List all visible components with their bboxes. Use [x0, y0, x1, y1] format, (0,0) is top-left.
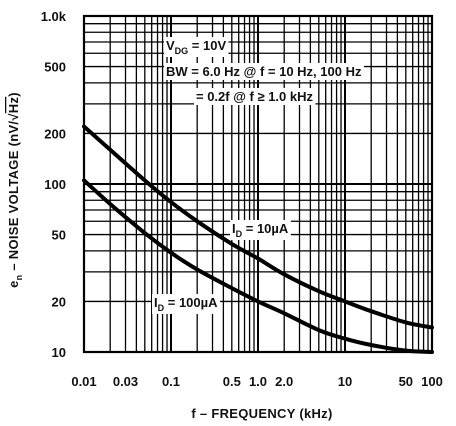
series-line-1	[82, 124, 434, 330]
y-axis-label: en – NOISE VOLTAGE (nV/√Hz)	[6, 92, 24, 288]
series-line-2	[82, 178, 434, 354]
y-tick-label: 20	[52, 294, 66, 309]
condition-bw-high-bg	[194, 88, 316, 105]
x-tick-label: 10	[338, 374, 352, 389]
x-tick-label: 0.1	[162, 374, 180, 389]
x-tick-label: 2.0	[275, 374, 293, 389]
series-label-2-bg	[152, 294, 221, 314]
series-label-1: ID = 10µA	[232, 221, 289, 239]
tick-labels: 0.01 0.03 0.1 0.5 1.0 2.0 10 50 100 10 20 50 100 200 5…	[41, 9, 443, 389]
series-label-2: ID = 100µA	[154, 295, 218, 313]
y-tick-label: 1.0k	[41, 9, 67, 24]
y-tick-label: 200	[44, 126, 66, 141]
x-tick-label: 1.0	[249, 374, 267, 389]
series-label-1-bg	[230, 220, 291, 240]
x-tick-label: 50	[399, 374, 413, 389]
y-tick-label: 50	[52, 228, 66, 243]
y-tick-label: 10	[52, 345, 66, 360]
x-tick-label: 0.01	[71, 374, 96, 389]
series-lines	[82, 124, 434, 354]
condition-bw-bg	[164, 63, 364, 80]
plot-frame	[82, 14, 434, 354]
x-axis-label: f – FREQUENCY (kHz)	[191, 406, 332, 421]
x-tick-label: 0.03	[113, 374, 138, 389]
x-tick-label: 0.5	[223, 374, 241, 389]
y-tick-label: 100	[44, 177, 66, 192]
condition-vdg: VDG = 10V	[166, 38, 226, 56]
condition-bw: BW = 6.0 Hz @ f = 10 Hz, 100 Hz	[166, 64, 362, 79]
x-tick-label: 100	[421, 374, 443, 389]
y-tick-label: 500	[44, 60, 66, 75]
annotations: VDG = 10V BW = 6.0 Hz @ f = 10 Hz, 100 Hz…	[152, 37, 364, 314]
condition-vdg-bg	[164, 37, 229, 57]
condition-bw-high: = 0.2f @ f ≥ 1.0 kHz	[196, 89, 313, 104]
